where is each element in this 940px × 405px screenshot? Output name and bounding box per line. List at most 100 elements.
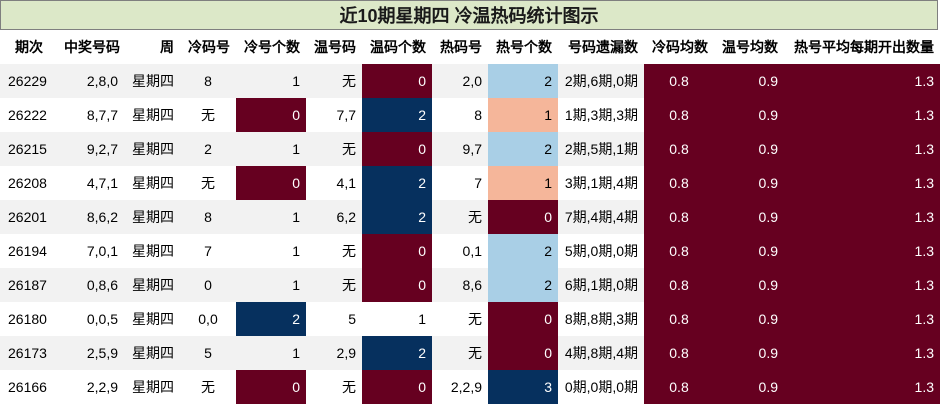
cold-numbers-cell: 0 — [180, 268, 236, 302]
table-row: 26194 7,0,1 星期四 7 1 无 0 0,1 2 5期,0期,0期 0.8 0.9 1.3 — [0, 234, 940, 268]
warm-count-cell: 0 — [362, 370, 432, 404]
table-row: 26201 8,6,2 星期四 8 1 6,2 2 无 0 7期,4期,4期 0.8 0.9 1.3 — [0, 200, 940, 234]
warm-avg-cell: 0.9 — [714, 234, 784, 268]
numbers-cell: 7,0,1 — [58, 234, 124, 268]
hot-avg-cell: 1.3 — [784, 132, 940, 166]
cold-avg-cell: 0.8 — [644, 132, 714, 166]
period-cell: 26215 — [0, 132, 58, 166]
weekday-cell: 星期四 — [124, 302, 180, 336]
column-header: 热号平均每期开出数量 — [784, 30, 940, 64]
hot-numbers-cell: 0,1 — [432, 234, 488, 268]
table-row: 26187 0,8,6 星期四 0 1 无 0 8,6 2 6期,1期,0期 0.8 0.9 1.3 — [0, 268, 940, 302]
warm-avg-cell: 0.9 — [714, 268, 784, 302]
warm-numbers-cell: 无 — [306, 234, 362, 268]
cold-avg-cell: 0.8 — [644, 64, 714, 98]
warm-numbers-cell: 4,1 — [306, 166, 362, 200]
period-cell: 26173 — [0, 336, 58, 370]
cold-count-cell: 2 — [236, 302, 306, 336]
column-header: 期次 — [0, 30, 58, 64]
hot-count-cell: 2 — [488, 234, 558, 268]
hot-avg-cell: 1.3 — [784, 200, 940, 234]
period-cell: 26180 — [0, 302, 58, 336]
warm-count-cell: 0 — [362, 234, 432, 268]
weekday-cell: 星期四 — [124, 98, 180, 132]
hot-count-cell: 0 — [488, 302, 558, 336]
omission-cell: 0期,0期,0期 — [558, 370, 644, 404]
cold-numbers-cell: 0,0 — [180, 302, 236, 336]
table-row: 26215 9,2,7 星期四 2 1 无 0 9,7 2 2期,5期,1期 0.8 0.9 1.3 — [0, 132, 940, 166]
column-header: 冷码均数 — [644, 30, 714, 64]
cold-avg-cell: 0.8 — [644, 200, 714, 234]
hot-avg-cell: 1.3 — [784, 64, 940, 98]
warm-numbers-cell: 5 — [306, 302, 362, 336]
hot-avg-cell: 1.3 — [784, 98, 940, 132]
numbers-cell: 8,7,7 — [58, 98, 124, 132]
cold-count-cell: 0 — [236, 98, 306, 132]
numbers-cell: 9,2,7 — [58, 132, 124, 166]
column-header: 中奖号码 — [58, 30, 124, 64]
hot-avg-cell: 1.3 — [784, 166, 940, 200]
cold-avg-cell: 0.8 — [644, 370, 714, 404]
warm-count-cell: 2 — [362, 200, 432, 234]
cold-count-cell: 1 — [236, 64, 306, 98]
omission-cell: 5期,0期,0期 — [558, 234, 644, 268]
weekday-cell: 星期四 — [124, 268, 180, 302]
warm-count-cell: 1 — [362, 302, 432, 336]
warm-numbers-cell: 7,7 — [306, 98, 362, 132]
hot-numbers-cell: 无 — [432, 302, 488, 336]
warm-numbers-cell: 无 — [306, 268, 362, 302]
cold-count-cell: 0 — [236, 370, 306, 404]
cold-numbers-cell: 无 — [180, 166, 236, 200]
warm-count-cell: 0 — [362, 268, 432, 302]
cold-count-cell: 0 — [236, 166, 306, 200]
numbers-cell: 0,8,6 — [58, 268, 124, 302]
omission-cell: 3期,1期,4期 — [558, 166, 644, 200]
weekday-cell: 星期四 — [124, 336, 180, 370]
hot-numbers-cell: 2,0 — [432, 64, 488, 98]
weekday-cell: 星期四 — [124, 370, 180, 404]
column-header: 冷码号 — [180, 30, 236, 64]
hot-count-cell: 2 — [488, 268, 558, 302]
warm-avg-cell: 0.9 — [714, 200, 784, 234]
omission-cell: 2期,6期,0期 — [558, 64, 644, 98]
period-cell: 26194 — [0, 234, 58, 268]
omission-cell: 4期,8期,4期 — [558, 336, 644, 370]
warm-avg-cell: 0.9 — [714, 336, 784, 370]
hot-numbers-cell: 7 — [432, 166, 488, 200]
hot-avg-cell: 1.3 — [784, 268, 940, 302]
column-header: 温号均数 — [714, 30, 784, 64]
period-cell: 26222 — [0, 98, 58, 132]
column-header: 号码遗漏数 — [558, 30, 644, 64]
hot-numbers-cell: 无 — [432, 200, 488, 234]
cold-count-cell: 1 — [236, 132, 306, 166]
hot-avg-cell: 1.3 — [784, 234, 940, 268]
column-header: 冷号个数 — [236, 30, 306, 64]
numbers-cell: 2,5,9 — [58, 336, 124, 370]
numbers-cell: 2,8,0 — [58, 64, 124, 98]
omission-cell: 6期,1期,0期 — [558, 268, 644, 302]
hot-numbers-cell: 无 — [432, 336, 488, 370]
omission-cell: 2期,5期,1期 — [558, 132, 644, 166]
hot-count-cell: 0 — [488, 336, 558, 370]
cold-numbers-cell: 无 — [180, 98, 236, 132]
page-title: 近10期星期四 冷温热码统计图示 — [0, 0, 938, 30]
cold-avg-cell: 0.8 — [644, 166, 714, 200]
hot-avg-cell: 1.3 — [784, 370, 940, 404]
warm-numbers-cell: 无 — [306, 64, 362, 98]
hot-count-cell: 2 — [488, 132, 558, 166]
period-cell: 26187 — [0, 268, 58, 302]
cold-numbers-cell: 8 — [180, 200, 236, 234]
warm-avg-cell: 0.9 — [714, 64, 784, 98]
hot-numbers-cell: 8,6 — [432, 268, 488, 302]
warm-numbers-cell: 无 — [306, 370, 362, 404]
weekday-cell: 星期四 — [124, 200, 180, 234]
table-row: 26166 2,2,9 星期四无 0 无 0 2,2,9 3 0期,0期,0期 0.8 0.9 1.3 — [0, 370, 940, 404]
cold-count-cell: 1 — [236, 200, 306, 234]
hot-numbers-cell: 8 — [432, 98, 488, 132]
column-header: 温号码 — [306, 30, 362, 64]
omission-cell: 7期,4期,4期 — [558, 200, 644, 234]
table-body: 26229 2,8,0 星期四 8 1 无 0 2,0 2 2期,6期,0期 0.8 0.9 1.3 26… — [0, 64, 940, 404]
period-cell: 26229 — [0, 64, 58, 98]
warm-avg-cell: 0.9 — [714, 370, 784, 404]
